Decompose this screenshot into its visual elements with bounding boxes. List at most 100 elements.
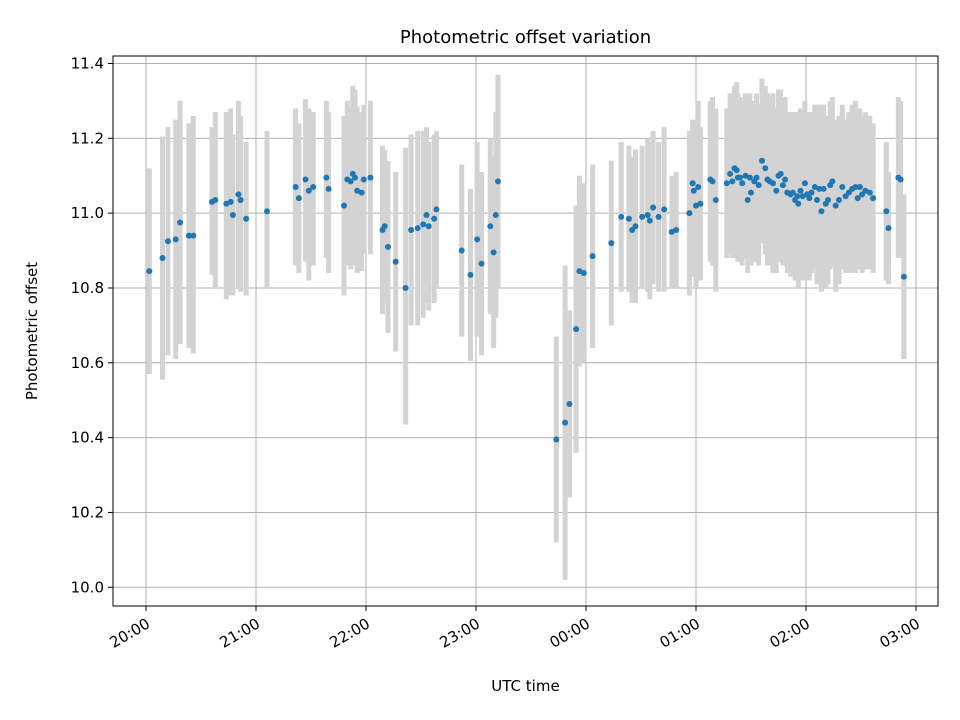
data-point bbox=[305, 187, 312, 194]
data-point bbox=[608, 240, 615, 247]
data-point bbox=[347, 178, 354, 185]
data-point bbox=[420, 221, 427, 228]
data-point bbox=[770, 180, 776, 187]
data-point bbox=[618, 213, 625, 220]
data-point bbox=[773, 187, 780, 194]
data-point bbox=[727, 170, 734, 177]
data-point bbox=[723, 180, 730, 187]
data-point bbox=[885, 225, 892, 232]
data-point bbox=[852, 183, 859, 190]
data-point bbox=[358, 189, 365, 196]
data-point bbox=[264, 208, 270, 215]
data-point bbox=[185, 232, 192, 239]
data-point bbox=[360, 176, 367, 183]
data-point bbox=[755, 182, 762, 189]
data-point bbox=[779, 182, 786, 189]
data-point bbox=[712, 197, 719, 204]
chart-title: Photometric offset variation bbox=[400, 27, 651, 48]
data-point bbox=[900, 273, 907, 280]
data-point bbox=[739, 180, 746, 187]
y-tick-label: 10.0 bbox=[71, 578, 104, 596]
data-point bbox=[690, 187, 697, 194]
data-point bbox=[632, 223, 639, 230]
data-point bbox=[295, 195, 302, 202]
y-tick-label: 11.2 bbox=[71, 129, 104, 147]
data-point bbox=[237, 197, 244, 204]
data-point bbox=[414, 225, 421, 232]
data-point bbox=[794, 193, 801, 200]
data-point bbox=[467, 271, 474, 278]
data-point bbox=[795, 200, 802, 207]
data-point bbox=[856, 183, 863, 190]
data-point bbox=[801, 180, 808, 187]
data-point bbox=[625, 215, 632, 222]
data-point bbox=[744, 197, 751, 204]
y-tick-label: 11.0 bbox=[71, 204, 104, 222]
data-point bbox=[818, 208, 825, 215]
data-point bbox=[673, 226, 680, 233]
data-point bbox=[897, 176, 904, 183]
data-point bbox=[310, 183, 317, 190]
data-point bbox=[748, 189, 754, 196]
data-point bbox=[227, 198, 234, 205]
plot-frame bbox=[112, 55, 939, 607]
data-point bbox=[646, 217, 653, 224]
data-point bbox=[650, 204, 657, 211]
data-point bbox=[146, 268, 153, 275]
data-point bbox=[474, 236, 481, 243]
data-point bbox=[762, 165, 769, 172]
data-point bbox=[431, 215, 438, 222]
y-tick-label: 10.8 bbox=[71, 279, 104, 297]
data-point bbox=[639, 213, 646, 220]
y-axis-label: Photometric offset bbox=[23, 262, 41, 400]
data-point bbox=[323, 174, 330, 181]
data-point bbox=[235, 191, 242, 198]
data-point bbox=[423, 212, 430, 219]
data-point bbox=[733, 167, 740, 174]
data-point bbox=[352, 174, 358, 181]
data-point bbox=[487, 223, 494, 230]
data-point bbox=[825, 197, 831, 204]
data-point bbox=[325, 185, 332, 192]
data-point bbox=[478, 260, 485, 267]
y-tick-label: 10.6 bbox=[71, 354, 104, 372]
data-point bbox=[655, 213, 662, 220]
data-point bbox=[402, 284, 409, 291]
data-point bbox=[661, 206, 668, 213]
y-tick-label: 11.4 bbox=[71, 54, 104, 72]
data-point bbox=[709, 178, 716, 185]
data-point bbox=[883, 208, 890, 215]
data-point bbox=[392, 258, 399, 265]
y-tick-label: 10.4 bbox=[71, 429, 104, 447]
data-point bbox=[172, 236, 179, 243]
data-point bbox=[490, 249, 497, 256]
data-point bbox=[729, 178, 736, 185]
data-point bbox=[408, 226, 415, 233]
data-point bbox=[816, 185, 823, 192]
data-point bbox=[854, 195, 861, 202]
data-point bbox=[458, 247, 465, 254]
data-point bbox=[686, 210, 693, 217]
data-point bbox=[832, 202, 839, 209]
data-point bbox=[697, 200, 704, 207]
data-point bbox=[553, 436, 560, 443]
data-point bbox=[814, 197, 820, 204]
data-point bbox=[589, 253, 596, 260]
data-point bbox=[797, 187, 804, 194]
data-point bbox=[243, 215, 250, 222]
data-point bbox=[866, 189, 873, 196]
data-point bbox=[433, 206, 440, 213]
data-point bbox=[644, 212, 651, 219]
data-point bbox=[759, 157, 765, 164]
data-point bbox=[820, 185, 827, 192]
data-point bbox=[580, 270, 587, 277]
data-point bbox=[695, 183, 702, 190]
data-point bbox=[190, 232, 197, 239]
data-point bbox=[737, 174, 743, 181]
data-point bbox=[562, 419, 569, 426]
data-point bbox=[808, 189, 815, 196]
data-point bbox=[302, 176, 309, 183]
data-point bbox=[381, 223, 388, 230]
data-points bbox=[146, 157, 907, 443]
